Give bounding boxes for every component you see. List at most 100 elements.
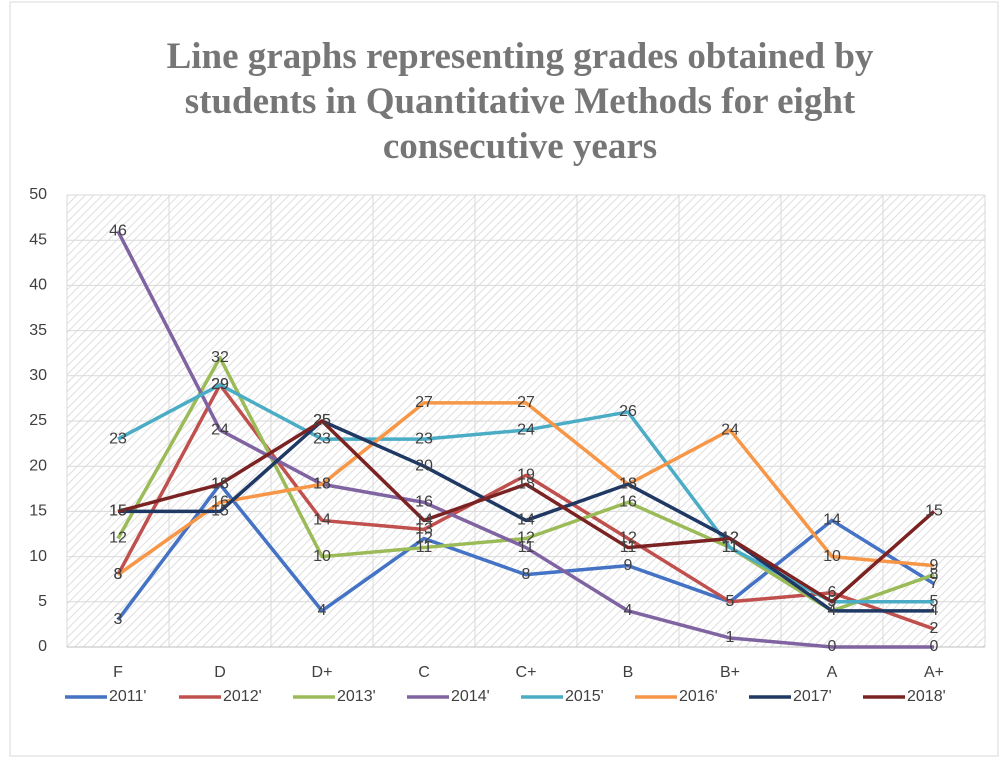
legend-label: 2013'	[337, 688, 376, 705]
data-label: 2	[930, 620, 939, 637]
data-label: 24	[517, 421, 535, 438]
data-label: 7	[930, 575, 939, 592]
data-label: 5	[726, 593, 735, 610]
legend-label: 2011'	[109, 688, 146, 705]
data-label: 16	[619, 494, 637, 511]
x-tick-label: B+	[720, 664, 740, 681]
y-tick-label: 45	[29, 231, 47, 248]
data-label: 29	[211, 376, 229, 393]
y-tick-label: 5	[38, 593, 47, 610]
data-label: 14	[313, 512, 331, 529]
x-tick-label: B	[623, 664, 634, 681]
data-label: 16	[415, 494, 433, 511]
data-label: 12	[517, 530, 535, 547]
data-label: 27	[517, 394, 535, 411]
data-label: 11	[518, 539, 535, 556]
series-line	[116, 230, 934, 649]
data-label: 32	[211, 349, 229, 366]
data-label: 9	[624, 557, 633, 574]
data-label: 4	[318, 602, 327, 619]
data-label: 11	[722, 539, 739, 556]
data-label: 3	[114, 611, 123, 628]
data-label: 0	[828, 638, 837, 655]
data-label: 25	[313, 412, 331, 429]
legend-label: 2012'	[223, 688, 262, 705]
data-label: 12	[619, 530, 637, 547]
data-label: 0	[930, 638, 939, 655]
data-label: 4	[624, 602, 633, 619]
x-tick-label: D+	[312, 664, 333, 681]
data-label: 14	[415, 512, 433, 529]
data-label: 8	[522, 566, 531, 583]
series-line	[116, 401, 935, 577]
data-label: 20	[415, 457, 433, 474]
series-line	[116, 383, 935, 631]
data-label: 27	[415, 394, 433, 411]
data-label: 29	[211, 376, 229, 393]
data-label: 13	[415, 521, 433, 538]
y-tick-label: 35	[29, 322, 47, 339]
data-label: 12	[721, 530, 739, 547]
legend-label: 2016'	[679, 688, 718, 705]
data-label: 11	[620, 539, 637, 556]
y-tick-label: 0	[38, 638, 47, 655]
data-label: 5	[828, 593, 837, 610]
y-tick-label: 30	[29, 367, 47, 384]
y-tick-label: 10	[29, 548, 47, 565]
y-tick-label: 40	[29, 277, 47, 294]
data-label: 4	[828, 602, 837, 619]
data-label: 4	[828, 602, 837, 619]
data-label: 15	[211, 503, 229, 520]
data-label: 23	[415, 430, 433, 447]
data-label: 18	[211, 475, 229, 492]
data-label: 12	[109, 530, 127, 547]
x-tick-label: D	[214, 664, 226, 681]
data-label: 11	[416, 539, 433, 556]
chart-title: Line graphs representing grades obtained…	[167, 36, 874, 167]
data-label: 18	[517, 475, 535, 492]
data-label: 10	[313, 548, 331, 565]
legend-label: 2017'	[793, 688, 832, 705]
y-tick-label: 20	[29, 457, 47, 474]
series-line	[117, 383, 934, 604]
data-label: 5	[828, 593, 837, 610]
data-label: 16	[211, 494, 229, 511]
data-label: 8	[114, 566, 123, 583]
data-label: 6	[828, 584, 837, 601]
data-label: 11	[722, 539, 739, 556]
data-label: 18	[313, 475, 331, 492]
y-tick-label: 25	[29, 412, 47, 429]
data-label: 15	[109, 503, 127, 520]
data-label: 19	[517, 466, 535, 483]
data-label: 23	[109, 430, 127, 447]
x-tick-label: C	[418, 664, 430, 681]
data-label: 9	[930, 557, 939, 574]
series-line	[118, 419, 934, 613]
data-label: 8	[930, 566, 939, 583]
chart-title-text: Line graphs representing grades obtained…	[167, 36, 874, 167]
data-label: 24	[721, 421, 739, 438]
data-label: 25	[313, 412, 331, 429]
legend-label: 2015'	[565, 688, 604, 705]
data-label: 5	[726, 593, 735, 610]
x-tick-label: A+	[924, 664, 944, 681]
data-label: 18	[619, 475, 637, 492]
data-label: 14	[517, 512, 535, 529]
data-label: 18	[211, 475, 229, 492]
data-label: 26	[619, 403, 637, 420]
data-label: 15	[925, 503, 943, 520]
data-label: 4	[930, 602, 939, 619]
data-label: 24	[211, 421, 229, 438]
data-label: 12	[721, 530, 739, 547]
data-label: 8	[114, 566, 123, 583]
data-label: 18	[619, 475, 637, 492]
x-tick-label: C+	[516, 664, 537, 681]
y-tick-label: 15	[29, 503, 47, 520]
y-tick-label: 50	[29, 186, 47, 203]
x-tick-label: F	[113, 664, 123, 681]
series-line	[116, 482, 935, 621]
data-label: 15	[109, 503, 127, 520]
x-tick-label: A	[827, 664, 838, 681]
series-line	[117, 419, 936, 604]
